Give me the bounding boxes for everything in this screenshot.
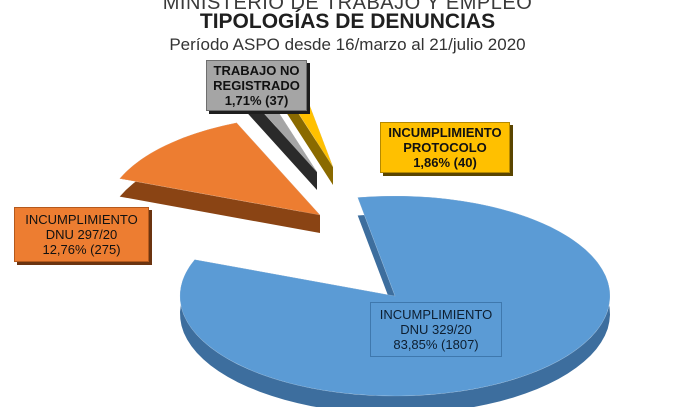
slice-dnu-329	[179, 195, 611, 397]
label-trabajo-no-registrado: TRABAJO NO REGISTRADO 1,71% (37)	[206, 60, 307, 111]
slice-dnu-297	[119, 122, 321, 216]
label-incumplimiento-dnu-297: INCUMPLIMIENTO DNU 297/20 12,76% (275)	[14, 207, 149, 262]
ministry-title: MINISTERIO DE TRABAJO Y EMPLEO	[162, 0, 533, 14]
label-incumplimiento-protocolo: INCUMPLIMIENTO PROTOCOLO 1,86% (40)	[380, 122, 510, 173]
label-incumplimiento-dnu-329: INCUMPLIMIENTO DNU 329/20 83,85% (1807)	[370, 302, 502, 357]
chart-title: TIPOLOGÍAS DE DENUNCIAS	[199, 10, 496, 33]
chart-subtitle: Período ASPO desde 16/marzo al 21/julio …	[169, 35, 526, 54]
